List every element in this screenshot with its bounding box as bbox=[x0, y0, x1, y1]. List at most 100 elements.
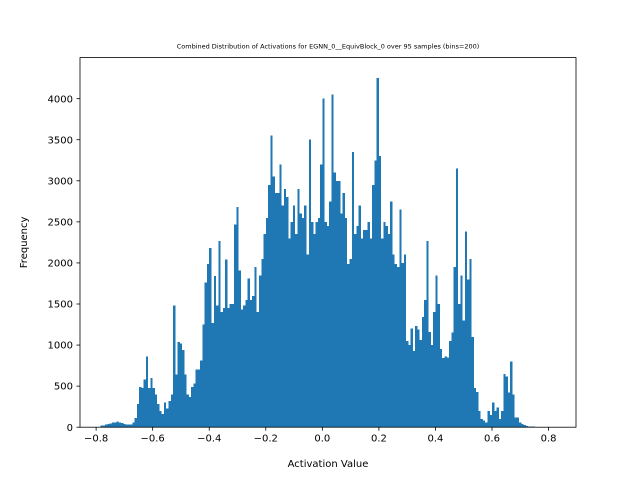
y-tick-label: 4000 bbox=[48, 94, 73, 105]
histogram-bar bbox=[268, 185, 270, 427]
histogram-bar bbox=[252, 296, 254, 427]
histogram-bar bbox=[481, 419, 483, 427]
histogram-bar bbox=[119, 423, 121, 428]
histogram-bar bbox=[277, 193, 279, 427]
histogram-bar bbox=[356, 226, 358, 427]
y-tick-label: 1500 bbox=[48, 300, 73, 311]
histogram-bar bbox=[137, 404, 139, 427]
y-tick-label: 2000 bbox=[48, 259, 73, 270]
histogram-bar bbox=[175, 375, 177, 428]
histogram-bar bbox=[241, 310, 243, 427]
histogram-bar bbox=[157, 404, 159, 427]
histogram-bar bbox=[476, 392, 478, 427]
histogram-bar bbox=[184, 375, 186, 428]
histogram-bar bbox=[250, 300, 252, 427]
histogram-bar bbox=[300, 214, 302, 428]
histogram-bar bbox=[141, 388, 143, 427]
histogram-bar bbox=[200, 361, 202, 428]
histogram-bar bbox=[515, 417, 517, 427]
histogram-bar bbox=[153, 388, 155, 427]
histogram-bar bbox=[474, 388, 476, 427]
histogram-bar bbox=[368, 222, 370, 427]
histogram-bar bbox=[449, 341, 451, 427]
histogram-bar bbox=[415, 326, 417, 427]
histogram-bar bbox=[146, 357, 148, 428]
histogram-bar bbox=[377, 78, 379, 427]
histogram-bar bbox=[388, 234, 390, 427]
histogram-bar bbox=[164, 403, 166, 428]
histogram-bar bbox=[408, 345, 410, 427]
histogram-bar bbox=[218, 241, 220, 427]
histogram-bar bbox=[311, 222, 313, 427]
histogram-bar bbox=[112, 422, 114, 427]
histogram-bar bbox=[492, 403, 494, 428]
histogram-bar bbox=[365, 230, 367, 427]
histogram-bar bbox=[349, 259, 351, 427]
histogram-bar bbox=[411, 329, 413, 428]
histogram-bar bbox=[207, 264, 209, 427]
histogram-bar bbox=[313, 234, 315, 427]
y-tick-label: 2500 bbox=[48, 217, 73, 228]
histogram-bar bbox=[309, 140, 311, 427]
histogram-bar bbox=[429, 332, 431, 427]
chart-title: Combined Distribution of Activations for… bbox=[177, 43, 480, 51]
x-tick-label: −0.4 bbox=[197, 434, 221, 445]
histogram-bar bbox=[293, 205, 295, 427]
histogram-bar bbox=[343, 193, 345, 427]
histogram-bar bbox=[435, 275, 437, 427]
histogram-bar bbox=[397, 267, 399, 427]
histogram-bar bbox=[381, 238, 383, 427]
histogram-bar bbox=[225, 260, 227, 428]
histogram-bar bbox=[501, 411, 503, 427]
x-tick-label: 0.6 bbox=[484, 434, 500, 445]
histogram-bar bbox=[420, 340, 422, 427]
histogram-bar bbox=[454, 267, 456, 427]
histogram-bar bbox=[286, 197, 288, 427]
histogram-bar bbox=[338, 181, 340, 427]
x-axis-label: Activation Value bbox=[288, 459, 369, 470]
histogram-bar bbox=[243, 306, 245, 428]
histogram-bar bbox=[216, 306, 218, 428]
histogram-bar bbox=[399, 210, 401, 428]
histogram-bar bbox=[395, 264, 397, 427]
y-tick-label: 500 bbox=[54, 382, 73, 393]
histogram-bar bbox=[121, 423, 123, 427]
histogram-bar bbox=[316, 222, 318, 427]
x-tick-label: 0.4 bbox=[428, 434, 444, 445]
histogram-bar bbox=[519, 422, 521, 427]
histogram-bar bbox=[275, 193, 277, 427]
y-tick-label: 1000 bbox=[48, 341, 73, 352]
histogram-bar bbox=[478, 411, 480, 427]
histogram-bar bbox=[202, 325, 204, 428]
histogram-bar bbox=[189, 397, 191, 427]
histogram-bar bbox=[334, 173, 336, 428]
histogram-bar bbox=[433, 312, 435, 427]
histogram-bar bbox=[259, 275, 261, 427]
histogram-bar bbox=[506, 376, 508, 427]
histogram-bar bbox=[132, 422, 134, 427]
histogram-bar bbox=[508, 393, 510, 427]
histogram-bar bbox=[494, 411, 496, 427]
histogram-bar bbox=[463, 320, 465, 427]
histogram-bar bbox=[284, 189, 286, 427]
histogram-bar bbox=[273, 177, 275, 428]
histogram-bar bbox=[417, 329, 419, 427]
histogram-bar bbox=[521, 424, 523, 427]
histogram-bar bbox=[487, 411, 489, 427]
histogram-bar bbox=[325, 222, 327, 427]
histogram-bar bbox=[257, 312, 259, 427]
histogram-bar bbox=[442, 358, 444, 427]
histogram-bar bbox=[180, 343, 182, 427]
histogram-bar bbox=[193, 384, 195, 428]
histogram-bar bbox=[155, 394, 157, 427]
histogram-bar bbox=[264, 234, 266, 427]
histogram-bar bbox=[456, 168, 458, 427]
histogram-bar bbox=[171, 394, 173, 427]
y-tick-label: 3500 bbox=[48, 135, 73, 146]
histogram-bar bbox=[162, 414, 164, 427]
histogram-bar bbox=[503, 374, 505, 427]
histogram-bar bbox=[361, 238, 363, 427]
histogram-bar bbox=[372, 185, 374, 427]
x-tick-label: 0.0 bbox=[314, 434, 330, 445]
histogram-bar bbox=[279, 164, 281, 427]
